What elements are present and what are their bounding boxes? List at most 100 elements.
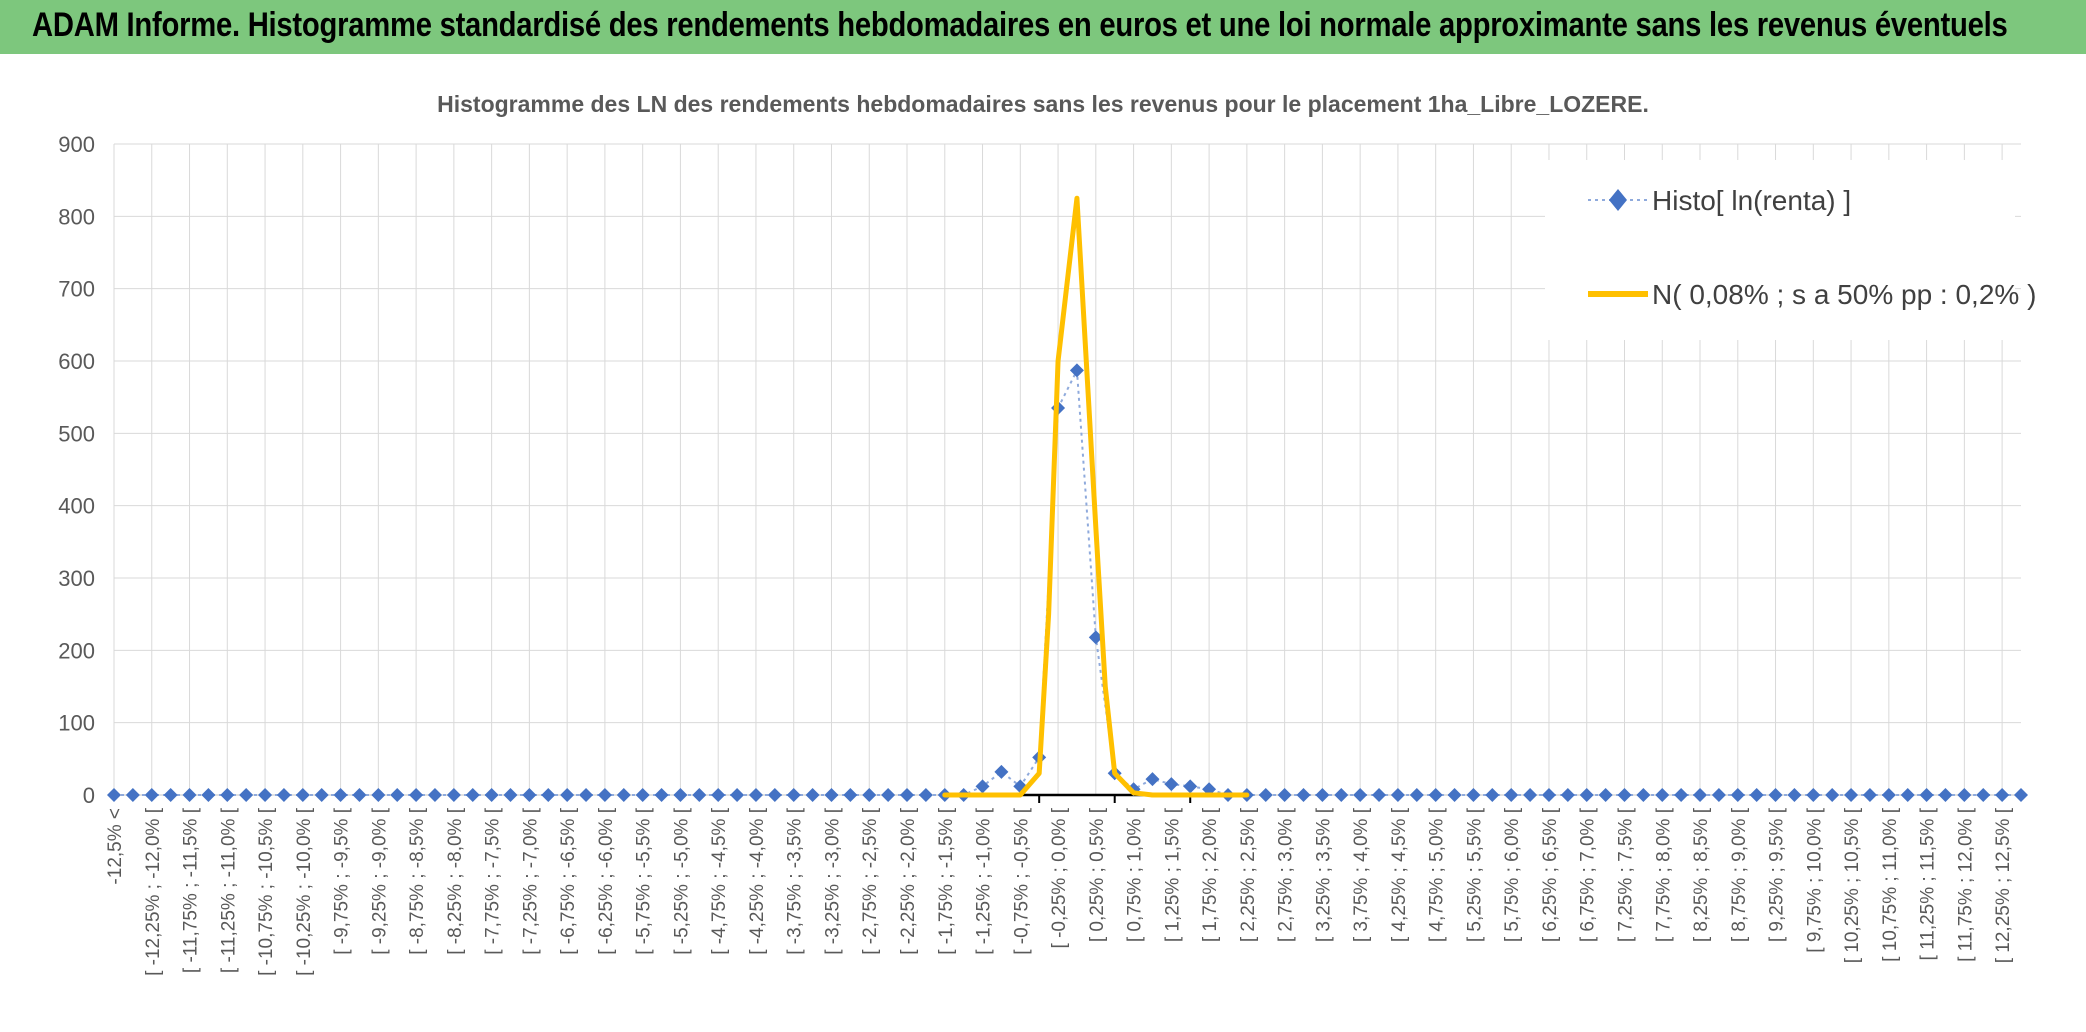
x-tick-label: [ 7,75% ; 8,0% [ xyxy=(1653,807,1674,942)
x-tick-label: -12,5% < xyxy=(105,808,126,885)
x-tick-label: [ 4,25% ; 4,5% [ xyxy=(1389,807,1410,942)
histo-point xyxy=(220,788,235,802)
histo-point xyxy=(824,788,839,802)
histo-point xyxy=(616,788,631,802)
histo-point xyxy=(1636,788,1651,802)
x-tick-label: [ 0,75% ; 1,0% [ xyxy=(1125,807,1146,942)
x-tick-label: [ -9,25% ; -9,0% [ xyxy=(369,807,390,955)
histo-point xyxy=(1995,788,2010,802)
y-tick-label: 200 xyxy=(58,638,95,663)
histo-point xyxy=(1145,772,1160,787)
histo-point xyxy=(1579,788,1594,802)
histo-point xyxy=(579,788,594,802)
histo-point xyxy=(1844,788,1859,802)
legend: Histo[ ln(renta) ] N( 0,08% ; s a 50% pp… xyxy=(1545,160,2036,340)
histo-point xyxy=(900,788,915,802)
x-tick-label: [ -9,75% ; -9,5% [ xyxy=(332,807,353,955)
histo-point xyxy=(144,788,159,802)
histo-point xyxy=(1957,788,1972,802)
histo-point xyxy=(239,788,254,802)
x-tick-label: [ 9,25% ; 9,5% [ xyxy=(1767,807,1788,942)
histo-point xyxy=(1730,788,1745,802)
histo-point xyxy=(805,788,820,802)
histo-point xyxy=(352,788,367,802)
histo-point xyxy=(1334,788,1349,802)
x-tick-label: [ -7,75% ; -7,5% [ xyxy=(483,807,504,955)
histo-point xyxy=(786,788,801,802)
x-tick-label: [ -11,25% ; -11,0% [ xyxy=(218,807,239,973)
y-tick-label: 800 xyxy=(58,204,95,229)
y-tick-label: 300 xyxy=(58,566,95,591)
legend-background xyxy=(1545,160,2015,340)
histo-point xyxy=(503,788,518,802)
histo-point xyxy=(390,788,405,802)
histo-point xyxy=(1693,788,1708,802)
x-tick-label: [ 4,75% ; 5,0% [ xyxy=(1427,807,1448,942)
y-tick-label: 900 xyxy=(58,132,95,157)
histo-point xyxy=(1655,788,1670,802)
x-tick-label: [ 6,25% ; 6,5% [ xyxy=(1540,807,1561,942)
histo-point xyxy=(1674,788,1689,802)
horizontal-gridlines xyxy=(114,143,2021,796)
histo-point xyxy=(1447,788,1462,802)
y-tick-label: 700 xyxy=(58,277,95,302)
x-tick-label: [ -0,25% ; 0,0% [ xyxy=(1049,807,1070,948)
x-tick-label: [ 10,25% ; 10,5% [ xyxy=(1842,807,1863,963)
histo-point xyxy=(125,788,140,802)
histo-point xyxy=(692,788,707,802)
histo-point xyxy=(2014,788,2028,802)
x-tick-label: [ 1,75% ; 2,0% [ xyxy=(1200,807,1221,942)
histo-point xyxy=(1390,788,1405,802)
histogram-chart: Histogramme des LN des rendements hebdom… xyxy=(0,54,2086,1032)
histo-point xyxy=(1749,788,1764,802)
x-tick-label: [ 6,75% ; 7,0% [ xyxy=(1578,807,1599,942)
histo-point xyxy=(1862,788,1877,802)
histo-point xyxy=(1296,788,1311,802)
histo-point xyxy=(881,788,896,802)
x-tick-label: [ 5,25% ; 5,5% [ xyxy=(1464,807,1485,942)
chart-title: Histogramme des LN des rendements hebdom… xyxy=(437,91,1649,117)
histo-point xyxy=(182,788,197,802)
y-tick-label: 600 xyxy=(58,349,95,374)
report-title: ADAM Informe. Histogramme standardisé de… xyxy=(32,6,2008,44)
histo-point xyxy=(1277,788,1292,802)
x-tick-label: [ -4,25% ; -4,0% [ xyxy=(747,807,768,955)
histo-point xyxy=(1409,788,1424,802)
histo-point xyxy=(1183,779,1198,794)
histo-point xyxy=(1787,788,1802,802)
plot-series xyxy=(107,195,2028,802)
histo-point xyxy=(560,788,575,802)
x-tick-label: [ -7,25% ; -7,0% [ xyxy=(520,807,541,955)
histo-point xyxy=(711,788,726,802)
histo-point xyxy=(333,788,348,802)
y-axis-labels: 0 100 200 300 400 500 600 700 800 900 xyxy=(58,132,95,808)
x-tick-label: [ 2,75% ; 3,0% [ xyxy=(1276,807,1297,942)
histo-point xyxy=(409,788,424,802)
histo-point xyxy=(1881,788,1896,802)
x-tick-label: [ -0,75% ; -0,5% [ xyxy=(1011,807,1032,955)
histo-point xyxy=(673,788,688,802)
x-tick-label: [ -12,25% ; -12,0% [ xyxy=(143,807,164,976)
histo-point xyxy=(1617,788,1632,802)
histo-point xyxy=(994,764,1009,779)
histo-point xyxy=(843,788,858,802)
histo-point xyxy=(1504,788,1519,802)
histo-point xyxy=(1466,788,1481,802)
x-tick-label: [ -5,75% ; -5,5% [ xyxy=(634,807,655,955)
x-tick-label: [ -6,25% ; -6,0% [ xyxy=(596,807,617,955)
histo-point xyxy=(1768,788,1783,802)
x-tick-label: [ 7,25% ; 7,5% [ xyxy=(1615,807,1636,942)
histo-point xyxy=(1428,788,1443,802)
x-tick-label: [ 11,25% ; 11,5% [ xyxy=(1918,807,1939,960)
histo-point xyxy=(465,788,480,802)
x-tick-label: [ -3,25% ; -3,0% [ xyxy=(822,807,843,955)
histo-point xyxy=(730,788,745,802)
x-tick-label: [ -3,75% ; -3,5% [ xyxy=(785,807,806,955)
histo-point xyxy=(975,779,990,794)
histo-point xyxy=(522,788,537,802)
histo-point xyxy=(1541,788,1556,802)
x-tick-label: [ 12,25% ; 12,5% [ xyxy=(1993,807,2014,963)
histo-point xyxy=(918,788,933,802)
histo-point xyxy=(258,788,273,802)
histo-point xyxy=(201,788,216,802)
